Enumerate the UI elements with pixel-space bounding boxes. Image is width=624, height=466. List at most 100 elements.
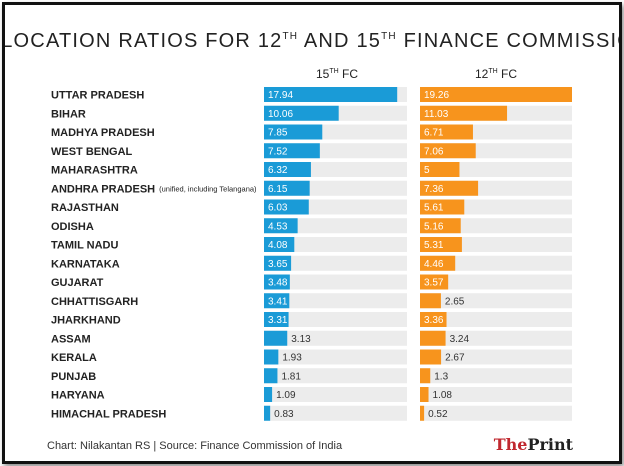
- state-label-karnataka: KARNATAKA: [51, 258, 120, 270]
- value-label-12th-fc-odisha: 5.16: [424, 221, 444, 232]
- bar-15th-fc-rajasthan: [264, 199, 309, 215]
- track-kerala-0: [264, 349, 407, 365]
- value-label-12th-fc-madhya-pradesh: 6.71: [424, 128, 444, 139]
- bar-15th-fc-chhattisgarh: [264, 293, 290, 309]
- bar-15th-fc-odisha: [264, 218, 298, 234]
- bar-15th-fc-jharkhand: [264, 312, 289, 327]
- bar-12th-fc-rajasthan: [420, 199, 465, 215]
- value-label-15th-fc-west-bengal: 7.52: [268, 146, 288, 157]
- track-karnataka-1: [420, 255, 572, 271]
- allocation-chart: ALLOCATION RATIOS FOR 12TH AND 15TH FINA…: [5, 30, 619, 454]
- value-label-12th-fc-haryana: 1.08: [433, 390, 453, 401]
- bar-12th-fc-madhya-pradesh: [420, 124, 473, 140]
- bar-15th-fc-himachal-pradesh: [264, 405, 271, 421]
- state-label-bihar: BIHAR: [51, 108, 86, 120]
- bar-12th-fc-tamil-nadu: [420, 237, 462, 252]
- track-assam-1: [420, 330, 572, 346]
- state-label-odisha: ODISHA: [51, 221, 94, 233]
- bar-15th-fc-bihar: [264, 105, 339, 121]
- value-label-12th-fc-himachal-pradesh: 0.52: [428, 409, 448, 420]
- track-gujarat-1: [420, 274, 572, 290]
- track-punjab-1: [420, 368, 572, 384]
- state-label-west-bengal: WEST BENGAL: [51, 146, 133, 158]
- value-label-12th-fc-punjab: 1.3: [434, 371, 448, 382]
- bar-15th-fc-west-bengal: [264, 143, 320, 159]
- bar-12th-fc-karnataka: [420, 255, 456, 271]
- value-label-12th-fc-kerala: 2.67: [445, 353, 465, 364]
- bar-12th-fc-uttar-pradesh: [420, 87, 572, 102]
- track-jharkhand-0: [264, 312, 407, 327]
- bar-12th-fc-himachal-pradesh: [420, 405, 425, 421]
- value-label-15th-fc-punjab: 1.81: [281, 371, 301, 382]
- state-label-kerala: KERALA: [51, 352, 97, 364]
- bar-12th-fc-jharkhand: [420, 312, 447, 327]
- bar-12th-fc-west-bengal: [420, 143, 476, 159]
- state-label-chhattisgarh: CHHATTISGARH: [51, 296, 138, 308]
- state-label-jharkhand: JHARKHAND: [51, 315, 121, 327]
- chart-title: ALLOCATION RATIOS FOR 12TH AND 15TH FINA…: [5, 30, 619, 52]
- track-haryana-1: [420, 387, 572, 402]
- bar-15th-fc-maharashtra: [264, 162, 311, 177]
- state-label-uttar-pradesh: UTTAR PRADESH: [51, 90, 144, 102]
- bar-15th-fc-andhra-pradesh: [264, 180, 310, 196]
- value-label-15th-fc-tamil-nadu: 4.08: [268, 240, 288, 251]
- value-label-15th-fc-andhra-pradesh: 6.15: [268, 184, 288, 195]
- value-label-12th-fc-jharkhand: 3.36: [424, 315, 444, 326]
- value-label-12th-fc-bihar: 11.03: [424, 109, 449, 120]
- state-label-madhya-pradesh: MADHYA PRADESH: [51, 127, 155, 139]
- value-label-12th-fc-karnataka: 4.46: [424, 259, 444, 270]
- track-himachal-pradesh-1: [420, 405, 572, 421]
- theprint-logo: ThePrint: [494, 435, 574, 454]
- state-label-punjab: PUNJAB: [51, 371, 96, 383]
- bar-15th-fc-karnataka: [264, 255, 292, 271]
- bar-12th-fc-chhattisgarh: [420, 293, 441, 309]
- value-label-12th-fc-uttar-pradesh: 19.26: [424, 90, 449, 101]
- track-kerala-1: [420, 349, 572, 365]
- state-label-assam: ASSAM: [51, 333, 91, 345]
- value-label-15th-fc-chhattisgarh: 3.41: [268, 296, 288, 307]
- bar-15th-fc-haryana: [264, 387, 273, 402]
- track-odisha-0: [264, 218, 407, 234]
- value-label-15th-fc-uttar-pradesh: 17.94: [268, 90, 293, 101]
- value-label-12th-fc-maharashtra: 5: [424, 165, 430, 176]
- chart-rows: UTTAR PRADESH 17.94 19.26 BIHAR 10.06 11.03 MA…: [51, 87, 572, 421]
- value-label-12th-fc-andhra-pradesh: 7.36: [424, 184, 444, 195]
- track-assam-0: [264, 330, 407, 346]
- bar-12th-fc-kerala: [420, 349, 442, 365]
- bar-12th-fc-andhra-pradesh: [420, 180, 479, 196]
- track-haryana-0: [264, 387, 407, 402]
- state-label-maharashtra: MAHARASHTRA: [51, 165, 138, 177]
- track-chhattisgarh-0: [264, 293, 407, 309]
- value-label-15th-fc-haryana: 1.09: [276, 390, 296, 401]
- source-note: Chart: Nilakantan RS | Source: Finance C…: [47, 440, 343, 452]
- value-label-15th-fc-jharkhand: 3.31: [268, 315, 288, 326]
- value-label-12th-fc-assam: 3.24: [450, 334, 470, 345]
- value-label-15th-fc-madhya-pradesh: 7.85: [268, 128, 288, 139]
- value-label-15th-fc-bihar: 10.06: [268, 109, 293, 120]
- track-karnataka-0: [264, 255, 407, 271]
- track-himachal-pradesh-0: [264, 405, 407, 421]
- state-note-andhra-pradesh: (unified, including Telangana): [159, 184, 257, 193]
- value-label-15th-fc-himachal-pradesh: 0.83: [274, 409, 294, 420]
- state-label-rajasthan: RAJASTHAN: [51, 202, 119, 214]
- value-label-15th-fc-kerala: 1.93: [282, 353, 302, 364]
- bar-12th-fc-assam: [420, 330, 446, 346]
- state-label-himachal-pradesh: HIMACHAL PRADESH: [51, 408, 166, 420]
- value-label-12th-fc-west-bengal: 7.06: [424, 146, 444, 157]
- bar-12th-fc-bihar: [420, 105, 508, 121]
- bar-12th-fc-maharashtra: [420, 162, 460, 177]
- value-label-12th-fc-gujarat: 3.57: [424, 278, 444, 289]
- state-label-andhra-pradesh: ANDHRA PRADESH: [51, 183, 155, 195]
- column-header-12th-fc: 12TH FC: [475, 67, 517, 81]
- bar-12th-fc-haryana: [420, 387, 429, 402]
- value-label-12th-fc-chhattisgarh: 2.65: [445, 296, 465, 307]
- value-label-15th-fc-rajasthan: 6.03: [268, 203, 288, 214]
- bar-15th-fc-kerala: [264, 349, 279, 365]
- value-label-15th-fc-assam: 3.13: [291, 334, 311, 345]
- bar-15th-fc-tamil-nadu: [264, 237, 295, 252]
- bar-15th-fc-punjab: [264, 368, 278, 384]
- value-label-15th-fc-gujarat: 3.48: [268, 278, 288, 289]
- bar-12th-fc-punjab: [420, 368, 431, 384]
- bar-15th-fc-madhya-pradesh: [264, 124, 323, 140]
